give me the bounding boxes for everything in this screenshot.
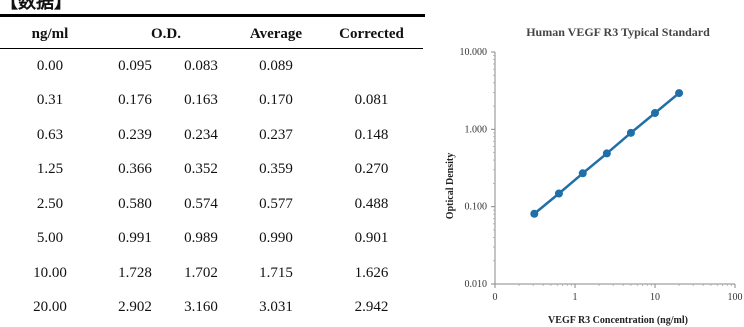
- data-point: [675, 89, 684, 98]
- table-cell: 3.160: [184, 299, 218, 316]
- table-row: 5.00 0.991 0.989 0.990 0.901: [0, 222, 423, 257]
- data-point: [578, 169, 587, 178]
- data-point: [602, 149, 611, 158]
- x-tick-label: 10: [650, 292, 660, 303]
- table-cell: 1.25: [36, 161, 64, 178]
- data-point: [554, 189, 563, 198]
- y-tick-label: 0.010: [465, 279, 488, 290]
- table-cell: 0.901: [354, 230, 389, 247]
- table-cell: 0.270: [354, 161, 389, 178]
- standard-curve-chart: Human VEGF R3 Typical Standard VEGF R3 C…: [445, 25, 743, 326]
- table-cell: 10.00: [33, 264, 67, 281]
- table-cell: 1.715: [259, 264, 293, 281]
- x-axis-label: VEGF R3 Concentration (ng/ml): [548, 315, 688, 326]
- table-cell: 2.942: [354, 299, 389, 316]
- table-cell: 5.00: [36, 230, 64, 247]
- table-cell: 0.577: [259, 195, 293, 212]
- table-cell: 0.148: [354, 126, 389, 143]
- table-cell: 0.234: [184, 126, 218, 143]
- data-point: [626, 128, 635, 137]
- table-cell: 0.237: [259, 126, 293, 143]
- table-body: 0.00 0.095 0.083 0.089 0.31 0.176 0.163 0.170 0.…: [0, 49, 423, 326]
- table-cell: 0.31: [36, 92, 64, 109]
- table-header-row: ng/ml O.D. Average Corrected: [0, 20, 423, 49]
- table-row: 1.25 0.366 0.352 0.359 0.270: [0, 153, 423, 188]
- table-cell: 0.081: [354, 92, 389, 109]
- table-cell: 0.574: [184, 195, 218, 212]
- table-row: 10.00 1.728 1.702 1.715 1.626: [0, 256, 423, 291]
- data-point: [530, 209, 539, 218]
- x-tick-label: 1: [573, 292, 578, 303]
- table-cell: 1.626: [354, 264, 389, 281]
- table-cell: [320, 49, 423, 84]
- table-cell: 0.366: [118, 161, 152, 178]
- standard-curve-table: ng/ml O.D. Average Corrected 0.00 0.095 0.…: [0, 20, 423, 325]
- table-row: 2.50 0.580 0.574 0.577 0.488: [0, 187, 423, 222]
- table-cell: 3.031: [259, 299, 293, 316]
- table-cell: 20.00: [33, 299, 67, 316]
- chart-axes: 0.010 0.100 1.000 10.000 0 1 10 100: [460, 47, 743, 303]
- table-cell: 0.089: [259, 57, 293, 74]
- header-corrected: Corrected: [339, 25, 404, 42]
- x-tick-label: 100: [728, 292, 743, 303]
- table-row: 0.31 0.176 0.163 0.170 0.081: [0, 84, 423, 119]
- table-row: 0.00 0.095 0.083 0.089: [0, 49, 423, 84]
- table-row: 20.00 2.902 3.160 3.031 2.942: [0, 291, 423, 326]
- header-concentration: ng/ml: [31, 25, 69, 42]
- table-cell: 1.728: [118, 264, 152, 281]
- x-tick-label: 0: [493, 292, 498, 303]
- table-cell: 0.095: [118, 57, 152, 74]
- table-cell: 0.63: [36, 126, 64, 143]
- section-header-fragment: 【数据】: [0, 0, 72, 13]
- table-cell: 0.989: [184, 230, 218, 247]
- table-cell: 0.083: [184, 57, 218, 74]
- table-cell: 0.580: [118, 195, 152, 212]
- table-cell: 0.488: [354, 195, 389, 212]
- table-cell: 0.990: [259, 230, 293, 247]
- table-row: 0.63 0.239 0.234 0.237 0.148: [0, 118, 423, 153]
- table-cell: 0.176: [118, 92, 152, 109]
- table-cell: 0.991: [118, 230, 152, 247]
- y-axis-label: Optical Density: [445, 153, 456, 219]
- table-cell: 2.902: [118, 299, 152, 316]
- data-point: [651, 109, 659, 118]
- header-od: O.D.: [151, 25, 181, 42]
- table-cell: 2.50: [36, 195, 64, 212]
- header-average: Average: [249, 25, 303, 42]
- y-tick-label: 0.100: [465, 202, 488, 213]
- chart-marks: [530, 89, 684, 218]
- y-tick-label: 10.000: [460, 47, 488, 58]
- table-cell: 1.702: [184, 264, 218, 281]
- table-cell: 0.163: [184, 92, 218, 109]
- table-cell: 0.352: [184, 161, 218, 178]
- table-cell: 0.239: [118, 126, 152, 143]
- table-cell: 0.00: [36, 57, 64, 74]
- table-cell: 0.170: [259, 92, 293, 109]
- chart-title: Human VEGF R3 Typical Standard: [526, 25, 710, 39]
- y-tick-label: 1.000: [465, 124, 488, 135]
- top-divider: [0, 14, 425, 17]
- table-cell: 0.359: [259, 161, 293, 178]
